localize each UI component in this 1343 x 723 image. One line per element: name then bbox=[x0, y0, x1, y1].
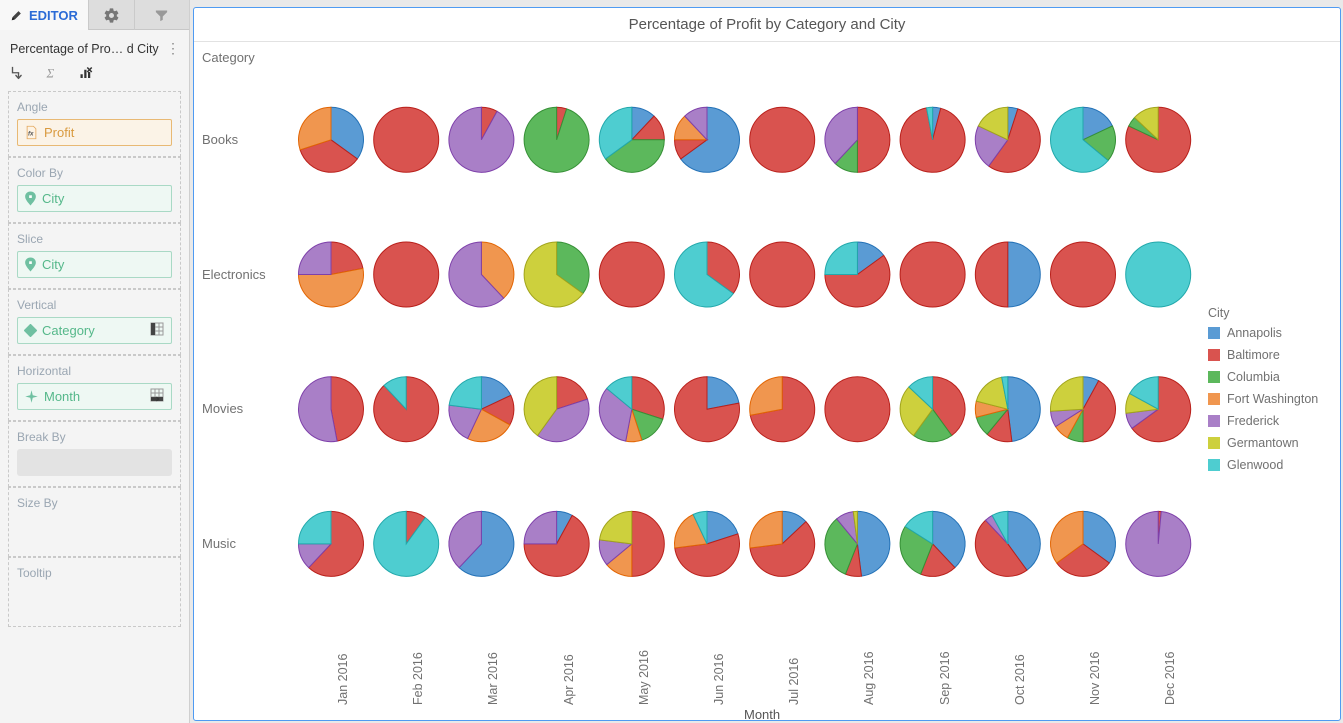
svg-text:fx: fx bbox=[28, 130, 34, 137]
svg-text:Σ: Σ bbox=[46, 66, 55, 80]
